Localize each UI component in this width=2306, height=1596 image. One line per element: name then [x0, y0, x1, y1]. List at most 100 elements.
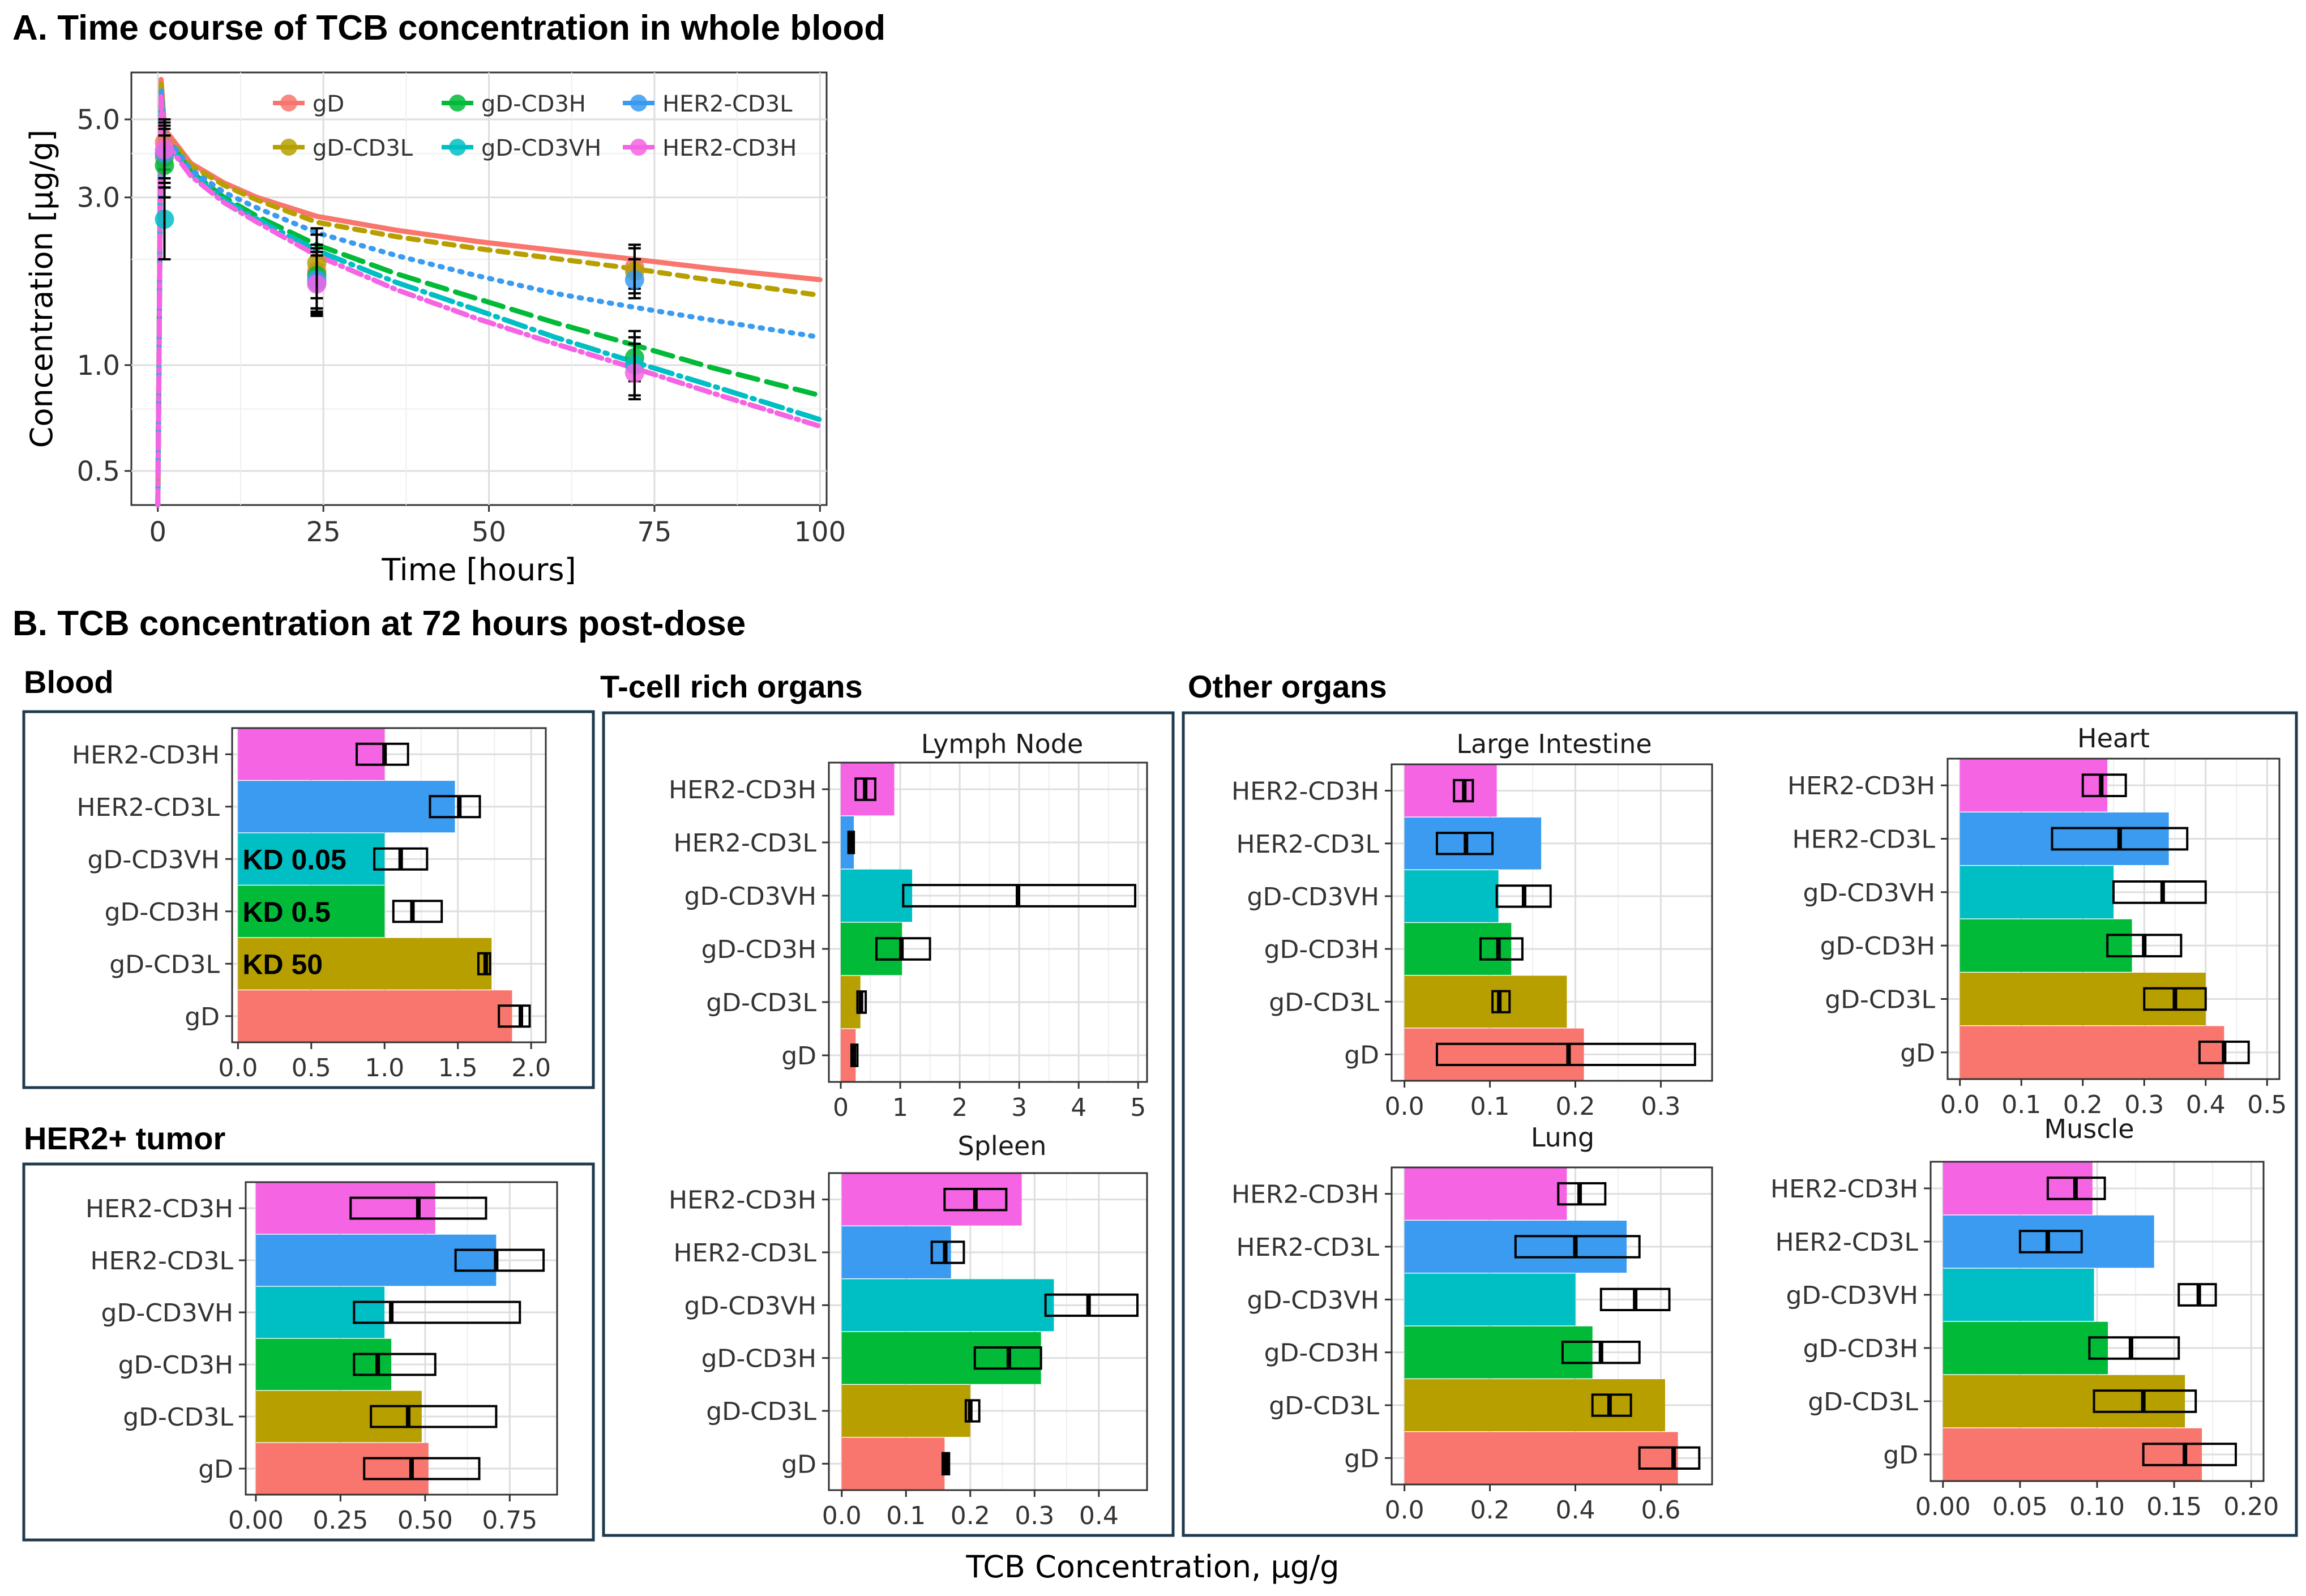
- blood-category-label: HER2-CD3L: [77, 793, 220, 822]
- muscle-category-label: gD-CD3H: [1803, 1334, 1918, 1363]
- tumor-bar-gD-CD3VH: [255, 1286, 385, 1338]
- muscle-x-tick-label: 0.00: [1915, 1492, 1971, 1521]
- spleen-x-tick-label: 0.2: [951, 1501, 990, 1530]
- timecourse-y-tick-label: 3.0: [77, 182, 120, 214]
- blood-bar-gD-CD3L: [238, 938, 492, 990]
- blood-bar-chart: KD 50 KD 0.5 KD 0.05 gD gD-CD3L gD-CD3H gD-CD3…: [72, 727, 551, 1082]
- blood-category-label: gD-CD3VH: [88, 845, 220, 874]
- tumor-range-box-HER2-CD3L: [454, 1248, 545, 1272]
- tumor-x-tick-label: 0.50: [397, 1506, 453, 1535]
- lung-category-label: gD: [1344, 1444, 1379, 1473]
- muscle-bar-chart: gD gD-CD3L gD-CD3H gD-CD3VH HER2-CD3L HER2-CD…: [1770, 1114, 2279, 1521]
- muscle-bar-HER2-CD3H: [1943, 1162, 2093, 1215]
- muscle-x-tick-label: 0.05: [1992, 1492, 2048, 1521]
- lymph-category-label: gD-CD3VH: [684, 882, 816, 911]
- large_intestine-bar-HER2-CD3L: [1404, 817, 1542, 870]
- spleen-bar-HER2-CD3L: [841, 1226, 951, 1278]
- tumor-category-label: HER2-CD3L: [91, 1247, 234, 1276]
- other-frame: [1182, 711, 2298, 1537]
- muscle-category-label: gD: [1883, 1441, 1918, 1470]
- blood-bar-annotation: KD 50: [242, 948, 323, 980]
- heart-category-label: gD-CD3H: [1820, 932, 1935, 961]
- timecourse-legend-label: gD-CD3L: [313, 135, 413, 161]
- large_intestine-x-tick-label: 0.1: [1470, 1092, 1510, 1121]
- large-intestine-bar-chart: gD gD-CD3L gD-CD3H gD-CD3VH HER2-CD3L HER2-CD…: [1231, 729, 1713, 1121]
- blood-range-box-gD-CD3H: [392, 900, 443, 923]
- lymph-node-bar-chart: gD gD-CD3L gD-CD3H gD-CD3VH HER2-CD3L HER2-CD…: [669, 729, 1148, 1122]
- timecourse-legend-label: gD: [313, 91, 344, 117]
- timecourse-y-tick-label: 5.0: [77, 104, 120, 136]
- spleen-bar-gD-CD3VH: [841, 1279, 1054, 1332]
- lung-x-tick-label: 0.0: [1385, 1496, 1424, 1525]
- panel-a-title: A. Time course of TCB concentration in w…: [12, 8, 885, 48]
- lung-bar-HER2-CD3H: [1404, 1167, 1567, 1220]
- spleen-plot-area: [829, 1173, 1147, 1490]
- lung-category-label: HER2-CD3L: [1237, 1233, 1380, 1262]
- heart-bar-HER2-CD3H: [1960, 759, 2108, 812]
- group-heading-blood: Blood: [24, 664, 114, 700]
- muscle-category-label: gD-CD3L: [1808, 1388, 1918, 1417]
- muscle-strip-title: Muscle: [2044, 1114, 2134, 1144]
- panel-b-title: B. TCB concentration at 72 hours post-do…: [12, 604, 746, 643]
- blood-category-label: gD-CD3L: [109, 950, 220, 979]
- timecourse-y-axis-label: Concentration [µg/g]: [24, 130, 59, 448]
- blood-x-tick-label: 2.0: [511, 1054, 551, 1082]
- blood-x-tick-label: 1.5: [438, 1054, 478, 1082]
- blood-plot-area: [232, 728, 546, 1042]
- lung-x-tick-label: 0.6: [1641, 1496, 1680, 1525]
- tumor-range-box-gD-CD3H: [353, 1353, 437, 1376]
- large_intestine-category-label: gD-CD3VH: [1247, 883, 1379, 912]
- spleen-bar-gD-CD3L: [841, 1385, 970, 1437]
- lymph-x-tick-label: 0: [833, 1093, 849, 1122]
- spleen-category-label: gD: [781, 1450, 816, 1479]
- blood-x-tick-label: 0.0: [218, 1054, 258, 1082]
- lymph-strip-title: Lymph Node: [921, 729, 1083, 759]
- tumor-category-label: HER2-CD3H: [85, 1195, 233, 1223]
- tumor-x-tick-label: 0.75: [482, 1506, 537, 1535]
- blood-bar-annotation: KD 0.5: [242, 896, 331, 928]
- lung-bar-gD-CD3L: [1404, 1379, 1665, 1431]
- timecourse-legend-label: HER2-CD3L: [662, 91, 793, 117]
- timecourse-legend-key-dot: [630, 139, 647, 156]
- lymph-plot-area: [829, 763, 1147, 1082]
- timecourse-x-axis-label: Time [hours]: [381, 552, 576, 588]
- heart-category-label: HER2-CD3L: [1792, 825, 1936, 854]
- tumor-bar-HER2-CD3H: [255, 1182, 435, 1234]
- lymph-x-tick-label: 5: [1130, 1093, 1146, 1122]
- muscle-category-label: gD-CD3VH: [1786, 1281, 1918, 1310]
- tumor-plot-border: [245, 1181, 558, 1496]
- heart-category-label: gD: [1900, 1039, 1935, 1068]
- blood-bar-HER2-CD3L: [238, 781, 455, 833]
- tumor-frame: [22, 1162, 595, 1542]
- lymph-category-label: gD-CD3L: [706, 989, 816, 1017]
- muscle-bar-gD-CD3VH: [1943, 1268, 2094, 1321]
- heart-bar-gD-CD3VH: [1960, 866, 2114, 919]
- timecourse-legend-label: HER2-CD3H: [662, 135, 797, 161]
- lung-plot-area: [1392, 1167, 1712, 1484]
- muscle-x-tick-label: 0.15: [2146, 1492, 2202, 1521]
- lymph-category-label: HER2-CD3H: [669, 776, 816, 805]
- heart-x-tick-label: 0.3: [2124, 1090, 2164, 1119]
- lymph-x-tick-label: 3: [1011, 1093, 1027, 1122]
- timecourse-legend-key-dot: [630, 95, 647, 112]
- large_intestine-plot-area: [1392, 764, 1712, 1081]
- blood-category-label: gD: [185, 1003, 220, 1032]
- muscle-range-box-gD-CD3H: [2088, 1336, 2180, 1360]
- heart-range-box-HER2-CD3H: [2081, 773, 2127, 798]
- lymph-bar-HER2-CD3H: [841, 763, 895, 816]
- lung-strip-title: Lung: [1531, 1122, 1594, 1153]
- spleen-plot-border: [828, 1172, 1148, 1491]
- group-heading-tcell: T-cell rich organs: [600, 669, 863, 704]
- muscle-bar-gD-CD3L: [1943, 1375, 2185, 1428]
- heart-category-label: HER2-CD3H: [1787, 772, 1935, 801]
- heart-category-label: gD-CD3VH: [1803, 879, 1935, 908]
- lymph-category-label: gD-CD3H: [701, 935, 816, 964]
- lung-category-label: gD-CD3L: [1269, 1392, 1379, 1420]
- large_intestine-bar-HER2-CD3H: [1404, 764, 1497, 817]
- blood-category-label: HER2-CD3H: [72, 741, 220, 769]
- spleen-x-tick-label: 0.0: [822, 1501, 862, 1530]
- group-heading-other: Other organs: [1188, 669, 1387, 704]
- blood-bar-annotation: KD 0.05: [242, 844, 346, 875]
- spleen-x-tick-label: 0.1: [886, 1501, 926, 1530]
- timecourse-legend-key-dot: [449, 95, 466, 112]
